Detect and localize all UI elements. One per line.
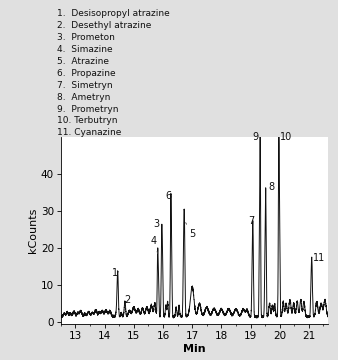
Text: 4: 4: [150, 236, 158, 253]
Text: 7: 7: [248, 216, 254, 226]
Text: 6: 6: [166, 190, 172, 201]
Text: 2: 2: [124, 296, 130, 306]
Text: 8: 8: [268, 183, 274, 192]
Text: 3: 3: [153, 220, 160, 229]
X-axis label: Min: Min: [183, 344, 206, 354]
Text: 9: 9: [252, 132, 258, 142]
Text: 10: 10: [280, 132, 293, 142]
Text: 1: 1: [112, 268, 119, 278]
Text: 1.  Desisopropyl atrazine
2.  Desethyl atrazine
3.  Prometon
4.  Simazine
5.  At: 1. Desisopropyl atrazine 2. Desethyl atr…: [57, 9, 170, 138]
Text: 11: 11: [313, 253, 325, 263]
Text: 5: 5: [186, 222, 195, 239]
Y-axis label: kCounts: kCounts: [28, 208, 38, 253]
